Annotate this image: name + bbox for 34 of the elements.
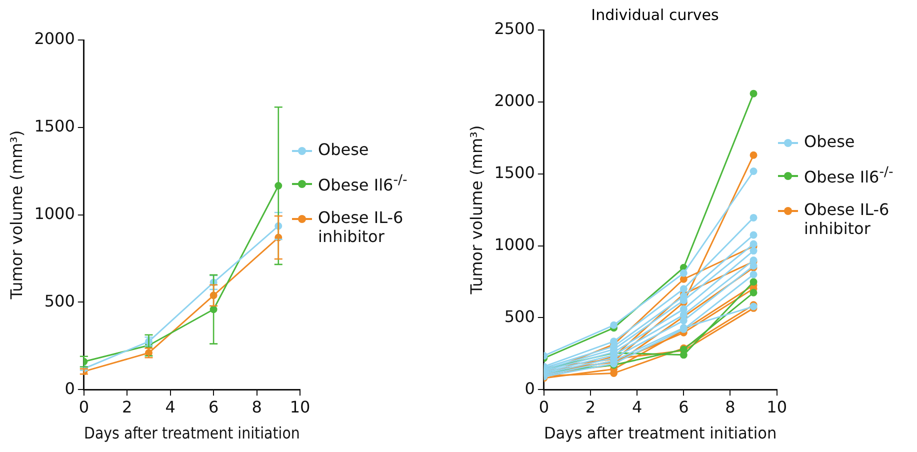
legend-label: Obese IL-6 inhibitor	[318, 208, 404, 246]
legend-label: Obese Il6$^{-/-}$	[804, 165, 894, 186]
chart-title: Individual curves	[591, 6, 719, 24]
x-tick-label: 8	[725, 397, 736, 416]
y-tick-label: 500	[504, 306, 535, 326]
x-tick-label: 4	[165, 397, 176, 416]
y-tick-label: 2000	[34, 29, 75, 48]
y-tick-label: 2000	[494, 91, 535, 110]
legend-label: Obese IL-6 inhibitor	[804, 200, 890, 238]
y-axis-title: Tumor volume (mm³)	[6, 130, 26, 300]
x-tick-label: 10	[290, 397, 310, 416]
y-axis-title: Tumor volume (mm³)	[466, 125, 486, 296]
x-tick-label: 2	[122, 397, 132, 416]
legend-label: Obese	[804, 132, 855, 151]
y-tick-label: 1500	[494, 162, 535, 182]
x-tick-label: 0	[538, 397, 550, 416]
x-tick-label: 0	[78, 397, 90, 416]
legend-label: Obese Il6$^{-/-}$	[318, 173, 408, 194]
x-tick-label: 6	[678, 397, 689, 416]
x-axis-title: Days after treatment initiation	[544, 423, 777, 443]
y-tick-label: 1000	[34, 204, 75, 223]
y-tick-label: 0	[64, 378, 75, 398]
legend-label: Obese	[318, 140, 369, 159]
x-tick-label: 6	[208, 397, 219, 416]
y-tick-label: 1500	[34, 116, 75, 136]
x-tick-label: 4	[632, 397, 642, 416]
y-tick-label: 0	[524, 378, 535, 398]
x-tick-label: 10	[766, 397, 787, 416]
y-tick-label: 1000	[494, 234, 535, 254]
x-tick-label: 8	[252, 397, 262, 416]
x-axis-title: Days after treatment initiation	[84, 424, 300, 443]
y-tick-label: 500	[44, 291, 75, 310]
y-tick-label: 2500	[494, 19, 535, 38]
x-tick-label: 2	[585, 397, 596, 416]
